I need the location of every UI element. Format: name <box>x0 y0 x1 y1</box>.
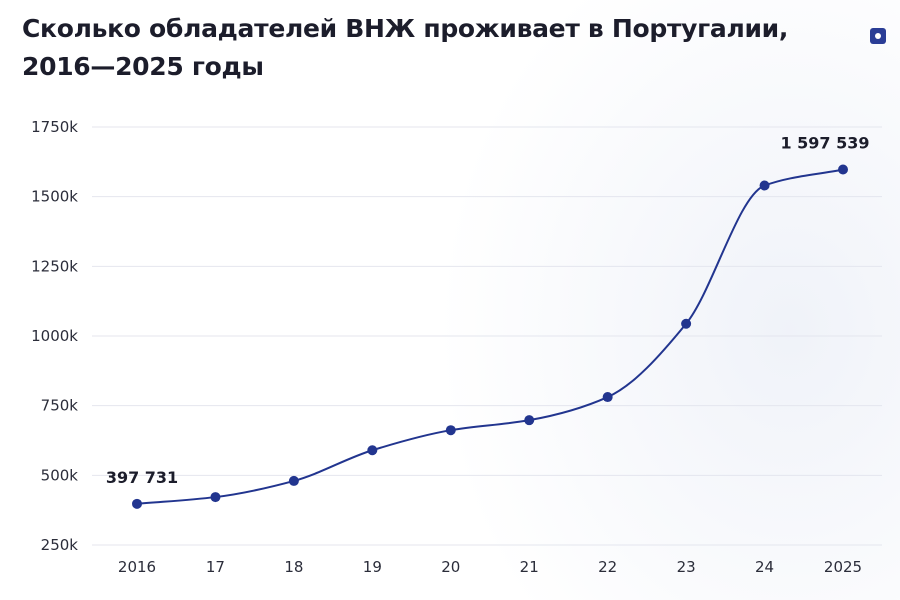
x-tick-label: 19 <box>363 558 382 576</box>
data-point <box>681 318 692 329</box>
y-tick-label: 1750k <box>31 118 78 136</box>
data-label: 1 597 539 <box>780 133 869 152</box>
y-tick-label: 500k <box>41 466 79 484</box>
x-tick-label: 23 <box>677 558 696 576</box>
y-tick-label: 750k <box>41 397 79 415</box>
y-tick-label: 1500k <box>31 188 78 206</box>
series-line <box>136 168 844 505</box>
x-tick-label: 2016 <box>118 558 156 576</box>
data-point <box>210 492 221 503</box>
brand-logo-icon <box>870 28 886 44</box>
y-tick-label: 1250k <box>31 257 78 275</box>
x-tick-label: 2025 <box>824 558 862 576</box>
x-tick-label: 21 <box>520 558 539 576</box>
data-point <box>602 392 613 403</box>
data-point <box>132 498 142 509</box>
y-tick-label: 250k <box>41 536 79 554</box>
data-point <box>759 180 770 191</box>
data-point <box>367 445 378 456</box>
data-point <box>445 425 456 436</box>
x-tick-label: 17 <box>206 558 225 576</box>
x-tick-label: 20 <box>441 558 460 576</box>
data-point <box>838 164 848 175</box>
chart-title: Сколько обладателей ВНЖ проживает в Порт… <box>22 14 789 81</box>
y-tick-label: 1000k <box>31 327 78 345</box>
data-point <box>288 475 299 486</box>
data-point <box>524 415 535 426</box>
data-label: 397 731 <box>106 468 178 487</box>
x-tick-label: 22 <box>598 558 617 576</box>
x-tick-label: 24 <box>755 558 774 576</box>
x-tick-label: 18 <box>284 558 303 576</box>
